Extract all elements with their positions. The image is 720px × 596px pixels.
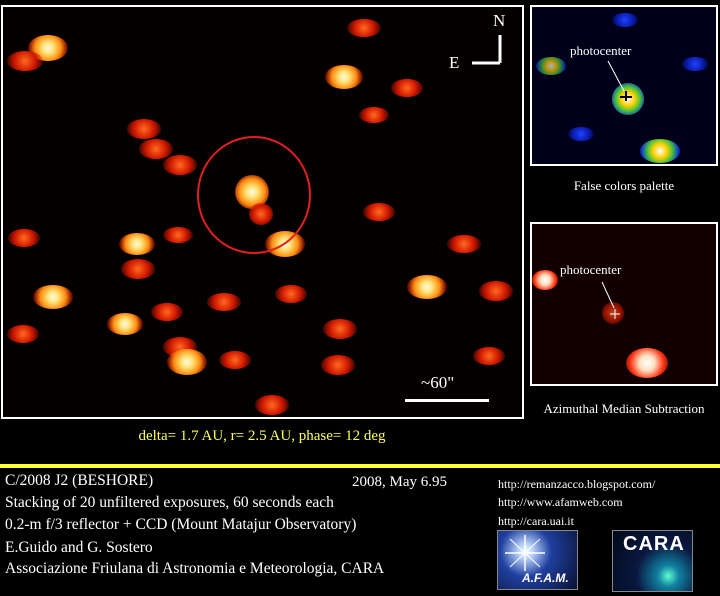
afam-logo[interactable]: A.F.A.M.	[497, 530, 578, 590]
star-trail	[163, 227, 193, 243]
star-trail	[568, 127, 594, 141]
star-trail	[321, 355, 355, 375]
link-cara[interactable]: http://cara.uai.it	[498, 514, 574, 528]
comet-image: N E ~60"	[1, 5, 524, 419]
authors: E.Guido and G. Sostero	[5, 539, 153, 556]
photocenter-pointer	[607, 60, 632, 101]
azimuthal-panel: photocenter	[530, 222, 718, 386]
star-trail	[479, 281, 513, 301]
geometry-line: delta= 1.7 AU, r= 2.5 AU, phase= 12 deg	[138, 428, 386, 444]
link-remanzacco[interactable]: http://remanzacco.blogspot.com/	[498, 477, 656, 491]
star-trail	[127, 119, 161, 139]
divider	[0, 464, 720, 468]
star-trail	[447, 235, 481, 253]
star-trail	[626, 348, 668, 378]
association: Associazione Friulana di Astronomia e Me…	[5, 560, 385, 577]
star-trail	[207, 293, 241, 311]
compass-icon	[472, 35, 502, 65]
star-trail	[119, 233, 155, 255]
star-trail	[8, 229, 40, 247]
link-afamweb[interactable]: http://www.afamweb.com	[498, 495, 623, 509]
compass-north-label: N	[493, 11, 506, 30]
cara-logo[interactable]: CARA	[612, 530, 693, 592]
star-trail	[359, 107, 389, 123]
star-trail	[640, 139, 680, 163]
star-trail	[347, 19, 381, 37]
azimuthal-caption: Azimuthal Median Subtraction	[543, 401, 705, 416]
scale-label: ~60"	[421, 373, 455, 392]
star-trail	[255, 395, 289, 415]
stacking-info: Stacking of 20 unfiltered exposures, 60 …	[5, 494, 334, 511]
star-trail	[473, 347, 505, 365]
observation-date: 2008, May 6.95	[352, 474, 447, 490]
photocenter-label: photocenter	[570, 43, 632, 58]
star-trail	[325, 65, 363, 89]
false-colors-caption: False colors palette	[573, 178, 675, 193]
comet-circle	[197, 136, 311, 254]
photocenter-label: photocenter	[560, 262, 622, 277]
star-trail	[33, 285, 73, 309]
star-trail	[323, 319, 357, 339]
star-trail	[363, 203, 395, 221]
star-trail	[7, 325, 39, 343]
false-colors-panel: photocenter	[530, 5, 718, 166]
star-trail	[391, 79, 423, 97]
star-trail	[163, 155, 197, 175]
instrument-info: 0.2-m f/3 reflector + CCD (Mount Matajur…	[5, 516, 357, 533]
cara-logo-text: CARA	[623, 533, 685, 555]
star-trail	[151, 303, 183, 321]
compass-east-label: E	[449, 53, 460, 72]
star-trail	[682, 57, 708, 71]
photocenter-pointer	[601, 281, 620, 319]
star-trail	[107, 313, 143, 335]
star-trail	[407, 275, 447, 299]
comet-tail	[249, 203, 273, 225]
star-trail	[536, 57, 566, 75]
star-trail	[219, 351, 251, 369]
star-trail	[275, 285, 307, 303]
star-trail	[139, 139, 173, 159]
comet-nucleus	[612, 83, 644, 115]
scale-bar	[405, 399, 489, 402]
star-burst-icon	[505, 535, 545, 571]
object-name: C/2008 J2 (BESHORE)	[5, 472, 154, 489]
star-trail	[7, 51, 43, 71]
star-trail	[612, 13, 638, 27]
star-trail	[532, 270, 558, 290]
star-trail	[167, 349, 207, 375]
comet-nucleus	[602, 302, 624, 324]
star-trail	[121, 259, 155, 279]
afam-logo-text: A.F.A.M.	[522, 571, 569, 585]
